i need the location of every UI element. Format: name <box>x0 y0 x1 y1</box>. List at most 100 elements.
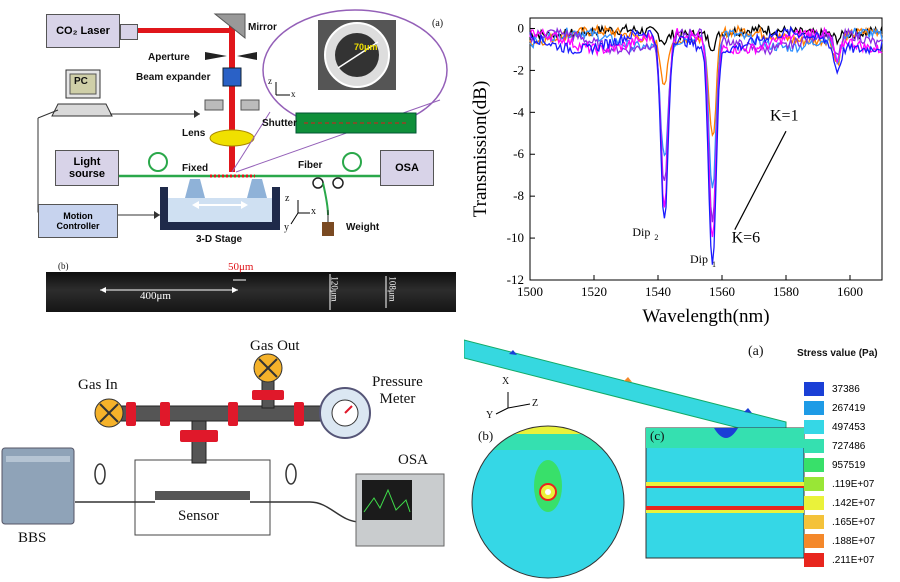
stage-icon <box>160 187 280 230</box>
x-tick-label: 1500 <box>517 284 543 299</box>
transmission-chart: 1500 1520 1540 1560 1580 1600 0 -2 -4 -6 -8 -10 -12 W… <box>470 17 883 327</box>
pc-label: PC <box>74 76 88 87</box>
transmission-chart-panel: 1500 1520 1540 1560 1580 1600 0 -2 -4 -6 -8 -10 -12 W… <box>468 0 900 336</box>
weight-icon <box>322 222 334 236</box>
pipe-flange <box>294 402 304 426</box>
y-tick-label: -12 <box>507 272 524 287</box>
micrograph-image <box>46 272 456 312</box>
annotation-k6: K=6 <box>732 229 761 246</box>
gap-label: 50μm <box>228 261 254 273</box>
shutter-icon <box>204 99 224 111</box>
motion-controller-box: Motion Controller <box>38 204 118 238</box>
sensor-rod <box>155 491 250 500</box>
legend-value: .188E+07 <box>832 535 876 547</box>
pipe-flange <box>228 402 238 426</box>
fiber-label: Fiber <box>298 160 323 171</box>
fabrication-setup-panel: CO₂ Laser Light sourse OSA Motion Control… <box>0 0 460 250</box>
diameter2-label: 108μm <box>387 276 398 302</box>
legend-value: .142E+07 <box>832 497 876 509</box>
legend-item: 267419 <box>804 401 865 415</box>
axis-z-label: z <box>285 193 290 204</box>
legend-swatch <box>804 534 824 548</box>
legend-item: .211E+07 <box>804 553 874 567</box>
mirror-label: Mirror <box>248 22 277 33</box>
legend-swatch <box>804 382 824 396</box>
stage-label: 3-D Stage <box>196 234 243 245</box>
stress-simulation-panel: (a) (b) (c) X Y Z Stress value (Pa) 3738… <box>464 336 900 580</box>
legend-item: 37386 <box>804 382 860 396</box>
axis-y-label: y <box>284 222 289 233</box>
gas-out-label: Gas Out <box>250 338 300 354</box>
legend-item: 497453 <box>804 420 865 434</box>
shutter-label: Shutter <box>262 118 297 129</box>
series-line <box>529 25 883 265</box>
axis-y-3d: Y <box>486 410 494 421</box>
aperture-icon <box>205 52 227 60</box>
panel-a-tag: (a) <box>432 18 444 29</box>
y-tick-label: -10 <box>507 230 524 245</box>
y-tick-label: -2 <box>513 62 524 77</box>
x-tick-label: 1600 <box>837 284 863 299</box>
bbs-drawing <box>1 353 445 547</box>
laser-beam <box>229 20 235 172</box>
annotation-dip2-sub: 2 <box>654 233 658 242</box>
legend-item: .142E+07 <box>804 496 875 510</box>
pipe-flange <box>160 402 170 426</box>
fiber-coil-left <box>148 152 168 172</box>
pc-keyboard-icon <box>51 103 113 117</box>
fixed-label: Fixed <box>182 163 209 174</box>
annotation-k1: K=1 <box>770 108 799 125</box>
x-axis-label: Wavelength(nm) <box>642 306 769 327</box>
fiber-3d-model <box>464 339 787 441</box>
cross-section-c <box>645 427 805 559</box>
legend-value: .165E+07 <box>832 516 876 528</box>
inset-dim-label: 70μm <box>354 42 378 52</box>
legend-swatch <box>804 401 824 415</box>
x-tick-label: 1540 <box>645 284 671 299</box>
legend-value: 37386 <box>832 383 860 395</box>
osa-label: OSA <box>398 452 429 468</box>
osa-box: OSA <box>380 150 434 186</box>
gas-in-label: Gas In <box>78 377 118 393</box>
beam-expander-label: Beam expander <box>136 72 211 83</box>
fiber-path <box>75 501 361 523</box>
legend-swatch <box>804 439 824 453</box>
weight-label: Weight <box>346 222 380 233</box>
sensor-label: Sensor <box>178 508 219 524</box>
mirror-icon <box>213 13 246 40</box>
gas-pipe-horizontal <box>111 405 323 422</box>
legend-item: 957519 <box>804 458 865 472</box>
lens-icon <box>209 129 255 147</box>
stress-drawing <box>464 339 805 579</box>
stress-panel-b-tag: (b) <box>478 428 494 443</box>
legend-swatch <box>804 477 824 491</box>
laser-beam-horizontal <box>135 28 235 33</box>
y-tick-label: -4 <box>513 104 524 119</box>
y-tick-label: 0 <box>518 20 525 35</box>
pressure-meter-label: Pressure Meter <box>372 374 423 407</box>
legend-swatch <box>804 553 824 567</box>
legend-value: 957519 <box>832 459 866 471</box>
legend-swatch <box>804 458 824 472</box>
bbs-setup-panel: Gas In Gas Out Pressure Meter OSA BBS Sen… <box>0 338 460 580</box>
micrograph-tag: (b) <box>58 261 69 271</box>
aperture-label: Aperture <box>148 52 190 63</box>
beam-expander-icon <box>222 67 242 87</box>
y-tick-label: -8 <box>513 188 524 203</box>
legend-item: .165E+07 <box>804 515 875 529</box>
y-axis-label: Transmission(dB) <box>470 81 491 218</box>
cross-section-b <box>472 426 624 578</box>
legend-value: 497453 <box>832 421 866 433</box>
legend-swatch <box>804 515 824 529</box>
annotation-arrow <box>734 130 787 230</box>
light-source-box: Light sourse <box>55 150 119 186</box>
inset-axis-z-label: z <box>268 76 272 86</box>
series-line <box>529 26 883 238</box>
legend-value: 267419 <box>832 402 866 414</box>
laser-box: CO₂ Laser <box>46 14 120 48</box>
x-tick-label: 1560 <box>709 284 735 299</box>
bbs-device-icon <box>1 447 75 525</box>
x-tick-label: 1580 <box>773 284 799 299</box>
legend-swatch <box>804 496 824 510</box>
pipe-flange <box>126 402 136 426</box>
